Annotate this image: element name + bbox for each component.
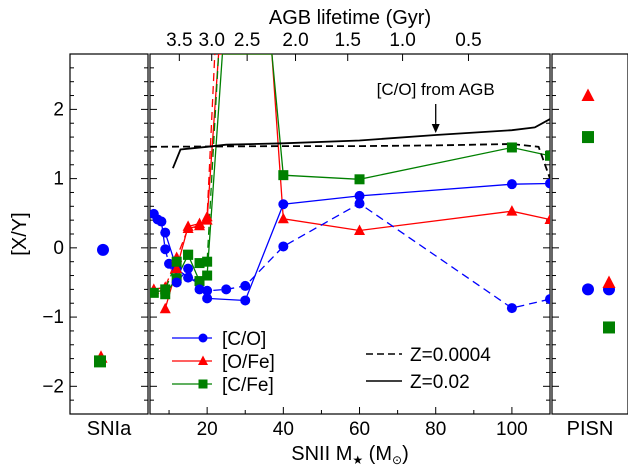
data-point bbox=[160, 244, 171, 255]
pisn-point bbox=[582, 131, 594, 144]
data-point bbox=[194, 276, 205, 287]
data-point bbox=[156, 216, 167, 227]
top-tick-label: 2.0 bbox=[282, 30, 308, 51]
x-tick-label: 40 bbox=[273, 419, 294, 440]
top-tick-label: 3.5 bbox=[166, 30, 192, 51]
data-point bbox=[171, 262, 183, 274]
data-point bbox=[354, 190, 365, 201]
data-point bbox=[183, 263, 194, 274]
legend-label: [C/Fe] bbox=[222, 375, 274, 396]
x-axis-title: SNII M★ (M⊙) bbox=[291, 443, 409, 467]
x-axis-title-part: ) bbox=[402, 443, 409, 465]
top-tick-label: 2.5 bbox=[234, 30, 260, 51]
annotation-label: [C/O] from AGB bbox=[377, 80, 495, 99]
y-tick-label: 1 bbox=[53, 169, 64, 190]
x-axis-title-part: (M bbox=[363, 443, 392, 465]
pisn-point bbox=[603, 321, 615, 334]
data-point bbox=[506, 179, 517, 190]
y-axis-title: [X/Y] bbox=[9, 212, 31, 255]
data-point bbox=[182, 222, 194, 233]
snia-point bbox=[94, 355, 106, 368]
series-line bbox=[164, 54, 550, 309]
top-tick-label: 1.0 bbox=[389, 30, 415, 51]
legend2-label: Z=0.02 bbox=[410, 372, 470, 393]
data-point bbox=[202, 256, 213, 267]
snia-point bbox=[97, 243, 109, 256]
data-point bbox=[506, 205, 518, 216]
legend2-label: Z=0.0004 bbox=[410, 345, 491, 366]
y-tick-label: 2 bbox=[53, 99, 64, 120]
annotation-arrow-head bbox=[431, 124, 440, 133]
data-point bbox=[150, 287, 159, 298]
series-line bbox=[153, 202, 550, 309]
top-axis-title: AGB lifetime (Gyr) bbox=[269, 7, 431, 29]
data-point bbox=[194, 258, 205, 269]
data-point bbox=[278, 199, 289, 210]
data-point bbox=[506, 142, 517, 153]
data-point bbox=[194, 219, 206, 231]
data-point bbox=[354, 198, 365, 209]
data-point bbox=[545, 178, 550, 189]
data-point bbox=[506, 303, 517, 314]
snia-panel-label: SNIa bbox=[87, 418, 132, 440]
x-tick-label: 80 bbox=[425, 419, 446, 440]
legend-label: [C/O] bbox=[222, 329, 266, 350]
series-line bbox=[164, 182, 550, 302]
series-line bbox=[164, 54, 550, 295]
x-axis-title-subscript: ⊙ bbox=[392, 453, 402, 467]
left-panel-frame bbox=[69, 53, 149, 415]
legend-label: [O/Fe] bbox=[222, 352, 275, 373]
legend-marker bbox=[198, 333, 208, 343]
data-point bbox=[171, 256, 182, 267]
data-point bbox=[160, 227, 171, 238]
pisn-panel-label: PISN bbox=[567, 418, 614, 440]
top-tick-label: 3.0 bbox=[199, 30, 225, 51]
data-point bbox=[164, 258, 175, 269]
x-tick-label: 100 bbox=[496, 419, 528, 440]
x-axis-title-part: SNII M bbox=[291, 443, 352, 465]
top-tick-label: 1.5 bbox=[335, 30, 361, 51]
data-point bbox=[202, 293, 213, 304]
data-point bbox=[545, 294, 550, 305]
data-point bbox=[278, 170, 289, 181]
data-point bbox=[240, 280, 251, 291]
data-point bbox=[194, 284, 205, 295]
y-tick-label: −2 bbox=[42, 376, 64, 397]
data-point bbox=[183, 272, 194, 283]
data-point bbox=[202, 270, 213, 281]
pisn-point bbox=[582, 283, 594, 296]
series-line bbox=[150, 143, 550, 179]
data-point bbox=[159, 302, 171, 314]
series-line bbox=[172, 118, 550, 169]
data-point bbox=[183, 249, 194, 260]
data-point bbox=[544, 213, 550, 224]
data-point bbox=[160, 284, 171, 295]
y-tick-label: −1 bbox=[42, 307, 64, 328]
y-tick-label: 0 bbox=[53, 238, 64, 259]
x-axis-title-subscript: ★ bbox=[352, 453, 363, 467]
data-point bbox=[240, 295, 251, 306]
data-point bbox=[354, 174, 365, 185]
pisn-point bbox=[581, 88, 595, 102]
data-point bbox=[202, 285, 213, 296]
data-point bbox=[221, 284, 232, 295]
pisn-point bbox=[602, 275, 616, 288]
x-tick-label: 20 bbox=[197, 419, 218, 440]
x-tick-label: 60 bbox=[349, 419, 370, 440]
right-panel-frame bbox=[551, 53, 628, 415]
data-point bbox=[277, 212, 289, 224]
legend-marker bbox=[198, 355, 208, 365]
data-point bbox=[201, 210, 213, 222]
data-point bbox=[171, 277, 182, 288]
data-point bbox=[354, 224, 366, 236]
main-series-group bbox=[150, 54, 550, 314]
data-point bbox=[545, 150, 550, 161]
legend-marker bbox=[198, 379, 208, 389]
top-tick-label: 0.5 bbox=[455, 30, 481, 51]
data-point bbox=[278, 241, 289, 252]
